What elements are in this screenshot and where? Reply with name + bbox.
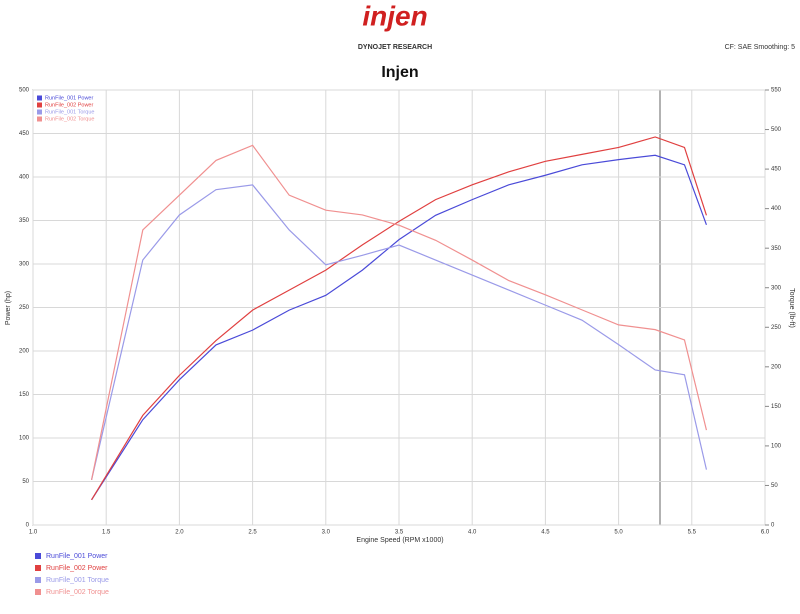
x-tick-label: 2.5 <box>248 530 257 536</box>
y2-tick-label: 100 <box>771 443 782 449</box>
y2-tick-label: 150 <box>771 404 782 410</box>
y-tick-label: 350 <box>19 218 30 224</box>
legend-swatch <box>37 102 42 108</box>
legend-swatch <box>35 553 41 559</box>
x-tick-label: 3.5 <box>395 530 404 536</box>
y2-tick-label: 450 <box>771 167 782 173</box>
y2-tick-label: 550 <box>771 88 782 94</box>
y-tick-label: 150 <box>19 392 30 398</box>
x-tick-label: 3.0 <box>322 530 331 536</box>
brand-logo: injen <box>362 0 427 31</box>
y-tick-label: 450 <box>19 131 30 137</box>
legend-label: RunFile_002 Power <box>46 565 108 572</box>
legend-swatch <box>37 109 42 115</box>
x-tick-label: 6.0 <box>761 530 770 536</box>
y2-tick-label: 350 <box>771 246 782 252</box>
x-tick-label: 2.0 <box>175 530 184 536</box>
y2-tick-label: 300 <box>771 285 782 291</box>
series-line <box>90 144 708 481</box>
series-line <box>91 136 708 501</box>
y-tick-label: 100 <box>19 436 30 442</box>
legend-swatch <box>37 95 42 101</box>
y2-tick-label: 0 <box>771 523 775 529</box>
legend-swatch <box>35 589 41 595</box>
series-line <box>91 154 708 501</box>
x-axis-label: Engine Speed (RPM x1000) <box>356 537 443 544</box>
y-tick-label: 250 <box>19 305 30 311</box>
legend-label: RunFile_002 Torque <box>46 589 109 596</box>
legend-label: RunFile_002 Torque <box>45 116 94 122</box>
y2-axis-label: Torque (lb-ft) <box>788 288 795 328</box>
legend-label: RunFile_002 Power <box>45 102 93 108</box>
x-tick-label: 1.5 <box>102 530 111 536</box>
brand-subtitle: DYNOJET RESEARCH <box>358 44 432 51</box>
x-tick-label: 5.5 <box>688 530 697 536</box>
legend-swatch <box>35 577 41 583</box>
x-tick-label: 4.0 <box>468 530 477 536</box>
legend-label: RunFile_001 Torque <box>45 109 94 115</box>
y-tick-label: 200 <box>19 349 30 355</box>
y-tick-label: 0 <box>26 523 30 529</box>
y-tick-label: 400 <box>19 175 30 181</box>
legend-label: RunFile_001 Torque <box>46 577 109 584</box>
y2-tick-label: 200 <box>771 364 782 370</box>
y-tick-label: 50 <box>22 479 29 485</box>
settings: CF: SAE Smoothing: 5 <box>725 44 796 51</box>
x-tick-label: 1.0 <box>29 530 38 536</box>
legend-label: RunFile_001 Power <box>45 95 93 101</box>
legend-label: RunFile_001 Power <box>46 553 108 560</box>
x-tick-label: 5.0 <box>614 530 623 536</box>
y2-tick-label: 250 <box>771 325 782 331</box>
legend-swatch <box>37 116 42 122</box>
x-tick-label: 4.5 <box>541 530 550 536</box>
y2-tick-label: 50 <box>771 483 778 489</box>
y-tick-label: 300 <box>19 262 30 268</box>
legend-swatch <box>35 565 41 571</box>
y2-tick-label: 500 <box>771 127 782 133</box>
series-line <box>90 184 708 481</box>
y-tick-label: 500 <box>19 88 30 94</box>
y-axis-label: Power (hp) <box>5 291 12 325</box>
y2-tick-label: 400 <box>771 206 782 212</box>
chart-title: Injen <box>381 64 418 81</box>
